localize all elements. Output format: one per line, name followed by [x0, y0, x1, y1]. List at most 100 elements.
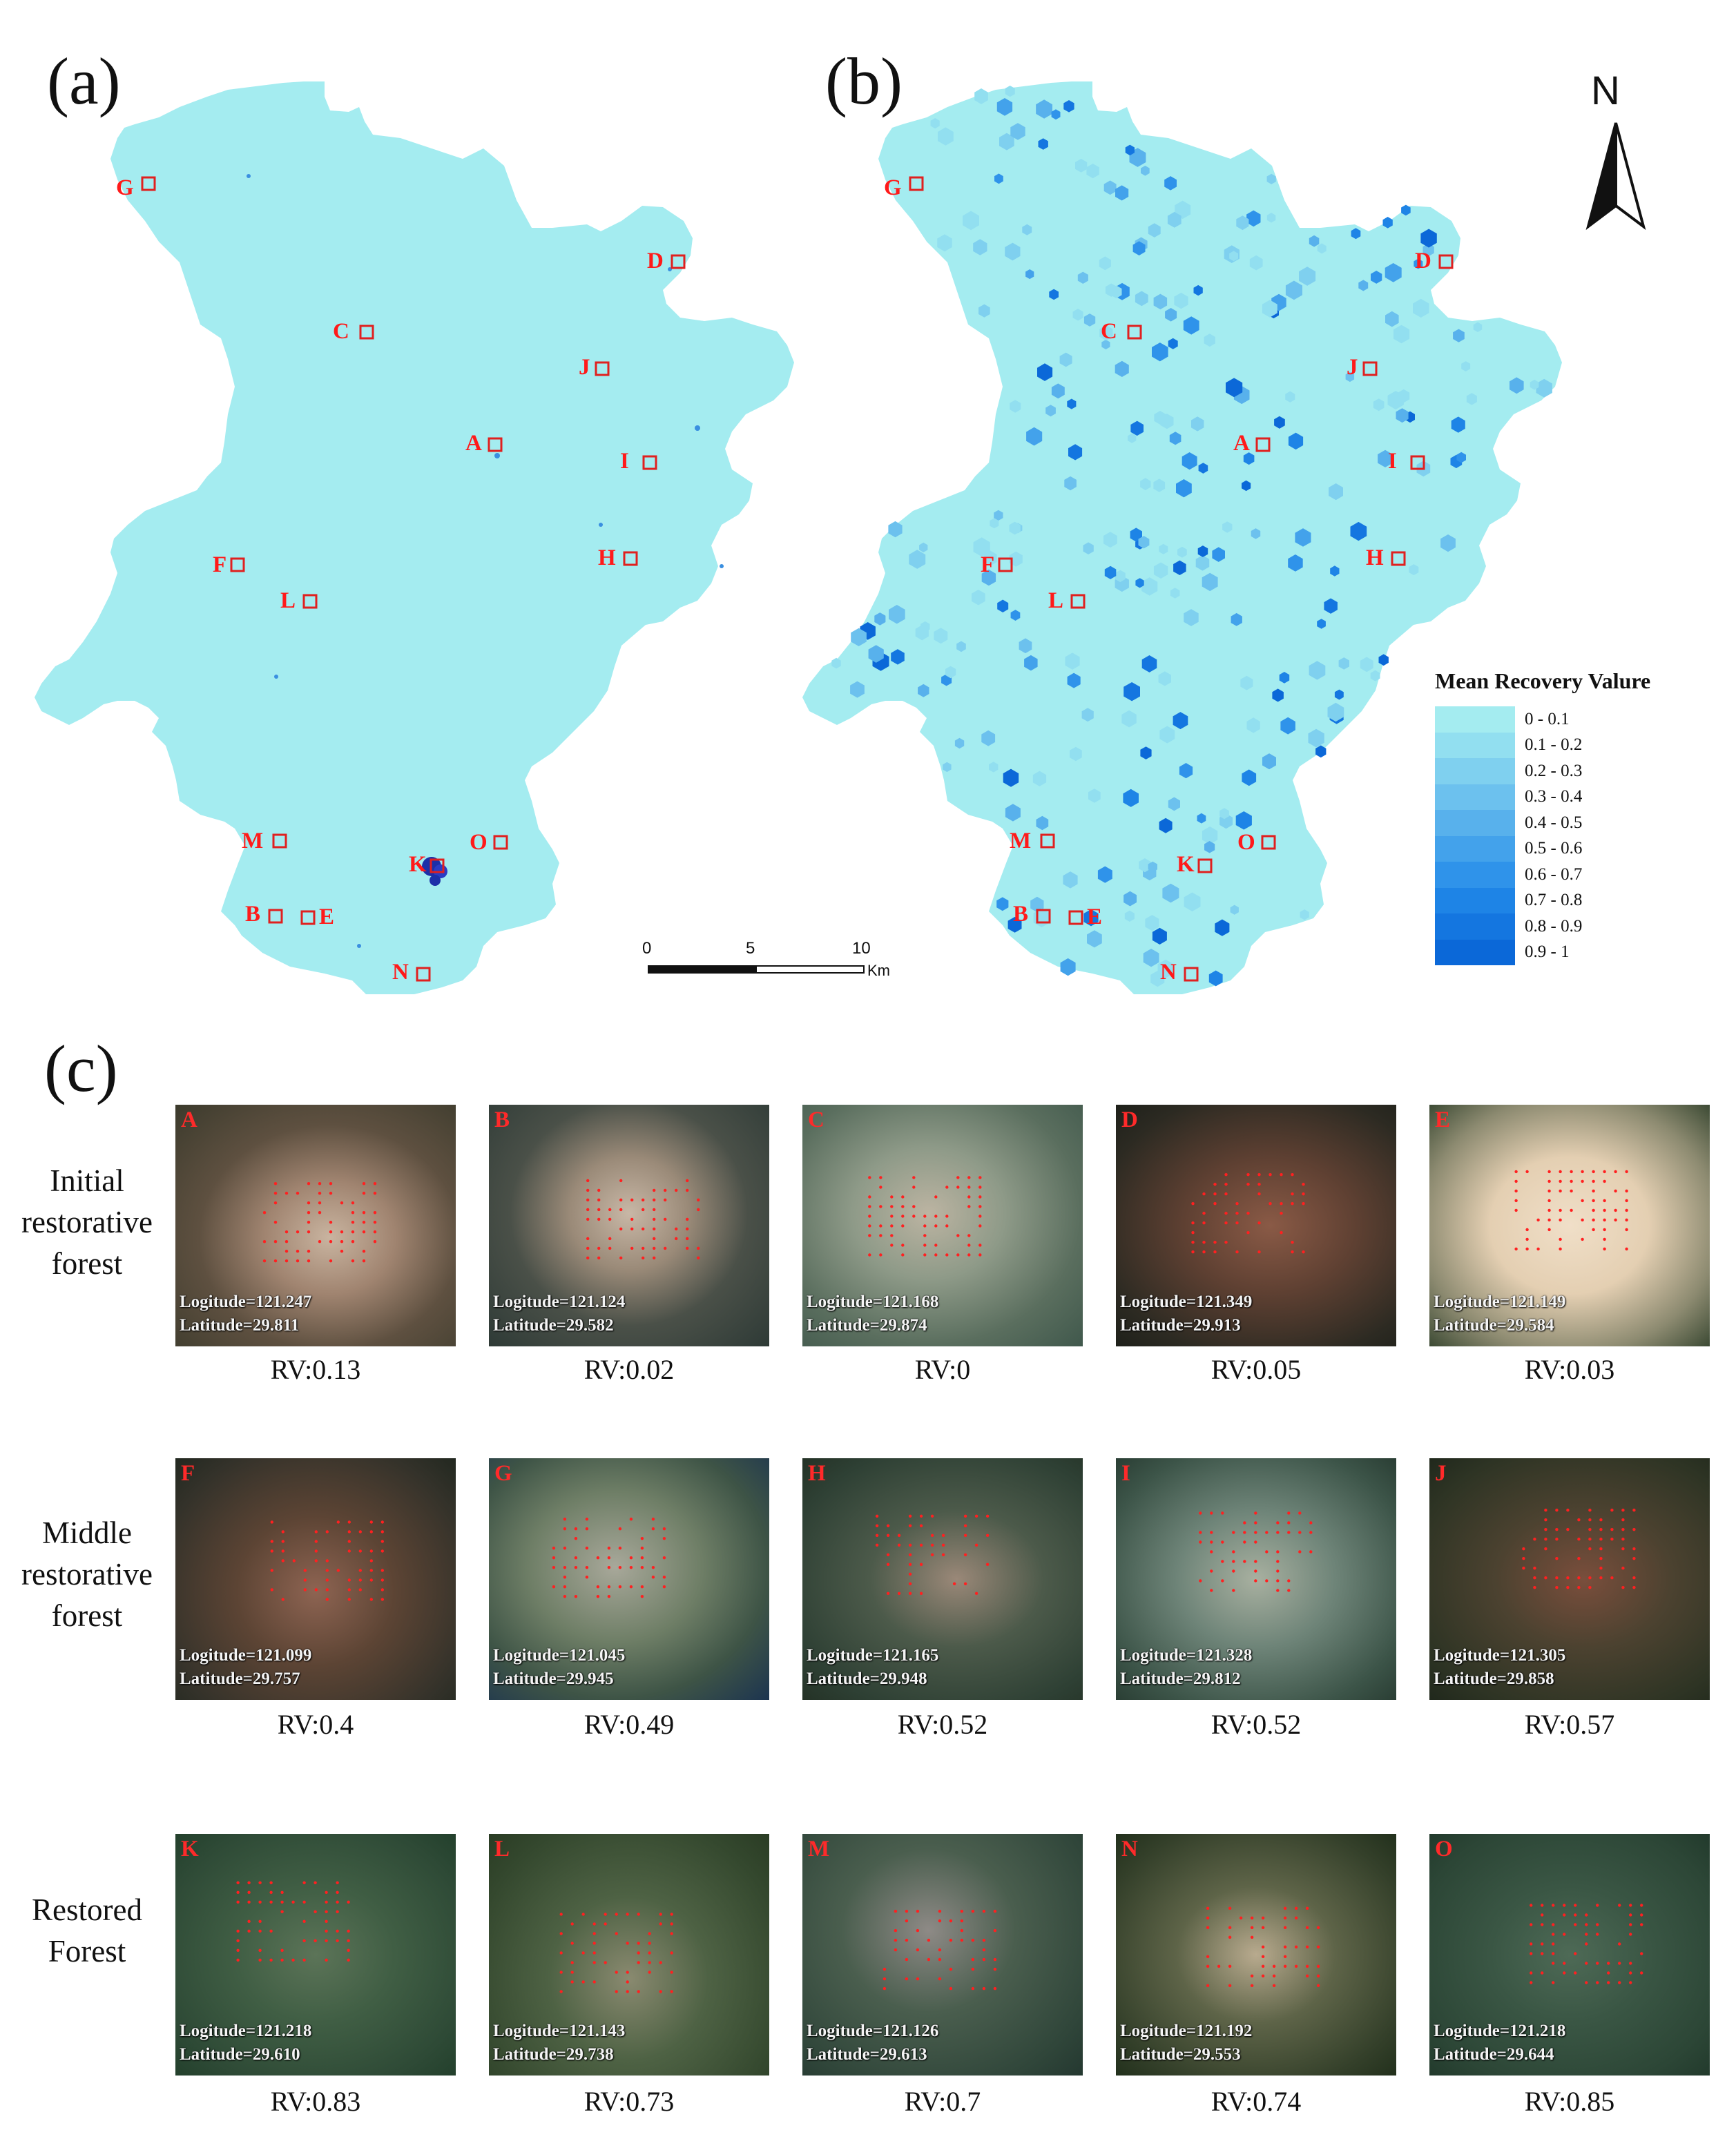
recovery-hex — [1019, 638, 1032, 654]
sample-points-overlay — [1199, 1511, 1313, 1592]
recovery-hex — [1132, 241, 1146, 255]
recovery-hex — [1148, 861, 1157, 873]
recovery-hex — [1235, 811, 1252, 830]
recovery-hex — [1299, 267, 1316, 286]
tile-letter: K — [181, 1837, 199, 1861]
sample-points-overlay — [270, 1520, 384, 1601]
tile-longitude: Logitude=121.328 — [1120, 1646, 1253, 1665]
recovery-hex — [1285, 391, 1295, 403]
recovery-hex — [1124, 910, 1135, 922]
satellite-tile-h: H Logitude=121.165 Latitude=29.948 — [802, 1458, 1083, 1700]
recovery-hex — [1202, 826, 1218, 844]
recovery-hex — [1530, 379, 1539, 390]
recovery-hex — [1059, 352, 1072, 367]
panel-label-c: (c) — [44, 1032, 118, 1105]
recovery-hex — [1183, 316, 1199, 335]
recovery-hex — [1123, 682, 1140, 702]
recovery-hex — [1141, 165, 1150, 176]
recovery-hex — [990, 518, 999, 529]
recovery-hex — [1030, 896, 1044, 913]
recovery-hex — [974, 88, 988, 104]
legend-entry: 0.1 - 0.2 — [1435, 732, 1725, 758]
north-arrow-icon — [1585, 122, 1646, 231]
sample-points-overlay — [868, 1176, 982, 1257]
tile-latitude: Latitude=29.613 — [807, 2045, 927, 2064]
tile-latitude: Latitude=29.644 — [1434, 2045, 1554, 2064]
recovery-hex — [1451, 416, 1465, 433]
recovery-hex — [994, 510, 1003, 521]
satellite-tile-a: A Logitude=121.247 Latitude=29.811 — [175, 1105, 456, 1346]
scale-tick-0: 0 — [642, 939, 652, 958]
recovery-hex — [1077, 271, 1088, 284]
recovery-hex — [1456, 452, 1466, 463]
recovery-hex — [1022, 224, 1032, 235]
tile-letter: D — [1121, 1107, 1138, 1132]
recovery-hex — [1266, 213, 1276, 223]
recovery-hex — [1083, 909, 1099, 927]
recovery-hex — [1510, 377, 1524, 394]
legend-swatch — [1435, 835, 1515, 862]
recovery-hex — [1097, 866, 1112, 883]
recovery-hex — [1358, 280, 1369, 291]
recovery-hex — [945, 666, 956, 679]
legend-label: 0.2 - 0.3 — [1525, 761, 1583, 780]
tile-longitude: Logitude=121.247 — [180, 1293, 312, 1311]
recovery-hex — [1184, 892, 1201, 911]
recovery-hex — [1174, 292, 1188, 309]
legend-entry: 0.8 - 0.9 — [1435, 913, 1725, 940]
svg-text:G: G — [884, 175, 902, 200]
recovery-hex — [909, 550, 926, 569]
recovery-value-n: RV:0.74 — [1211, 2086, 1302, 2117]
recovery-hex — [1329, 483, 1343, 501]
legend-swatch — [1435, 939, 1515, 965]
recovery-hex — [891, 649, 905, 665]
recovery-hex — [1007, 916, 1022, 933]
recovery-hex — [1075, 159, 1088, 173]
recovery-hex — [1317, 619, 1326, 629]
legend-entry: 0.4 - 0.5 — [1435, 810, 1725, 836]
recovery-hex — [1334, 689, 1344, 700]
recovery-hex — [954, 737, 965, 749]
recovery-hex — [1288, 432, 1304, 450]
recovery-value-k: RV:0.83 — [270, 2086, 361, 2117]
recovery-hex — [983, 550, 997, 566]
recovery-hex — [1351, 228, 1361, 240]
tile-letter: A — [181, 1107, 197, 1132]
tile-latitude: Latitude=29.945 — [493, 1670, 614, 1688]
recovery-hex — [1067, 673, 1081, 688]
recovery-hex — [1115, 570, 1126, 583]
recovery-hex — [1242, 769, 1257, 786]
recovery-hex — [1121, 710, 1137, 728]
svg-text:K: K — [1177, 852, 1195, 877]
recovery-hex — [1280, 717, 1295, 735]
satellite-tile-f: F Logitude=121.099 Latitude=29.757 — [175, 1458, 456, 1700]
recovery-hex — [1453, 329, 1465, 342]
recovery-hex — [1274, 416, 1285, 429]
legend-label: 0.9 - 1 — [1525, 942, 1570, 962]
recovery-hex — [1409, 564, 1419, 576]
svg-text:F: F — [213, 552, 226, 577]
satellite-tile-o: O Logitude=121.218 Latitude=29.644 — [1429, 1834, 1710, 2076]
map-a-site-markers: G D C J A I F H L M O K B E N — [116, 175, 686, 985]
satellite-tile-k: K Logitude=121.218 Latitude=29.610 — [175, 1834, 456, 2076]
tile-latitude: Latitude=29.858 — [1434, 1670, 1554, 1688]
legend-label: 0.3 - 0.4 — [1525, 787, 1583, 806]
recovery-hex — [1266, 173, 1276, 184]
tile-letter: M — [808, 1837, 830, 1861]
legend-label: 0.6 - 0.7 — [1525, 864, 1583, 884]
recovery-hex — [1154, 411, 1166, 425]
tile-latitude: Latitude=29.757 — [180, 1670, 300, 1688]
svg-text:O: O — [1237, 830, 1255, 855]
recovery-hex — [981, 569, 996, 586]
recovery-hex — [1195, 555, 1210, 571]
recovery-hex — [1466, 393, 1477, 405]
north-label: N — [1591, 68, 1620, 113]
recovery-hex — [1170, 588, 1180, 599]
recovery-hex — [1300, 909, 1309, 920]
recovery-hex — [999, 133, 1014, 151]
recovery-hex — [915, 625, 929, 641]
recovery-hex — [1317, 243, 1327, 254]
recovery-hex — [1099, 325, 1113, 341]
svg-text:J: J — [579, 355, 590, 380]
recovery-hex — [1103, 532, 1117, 548]
